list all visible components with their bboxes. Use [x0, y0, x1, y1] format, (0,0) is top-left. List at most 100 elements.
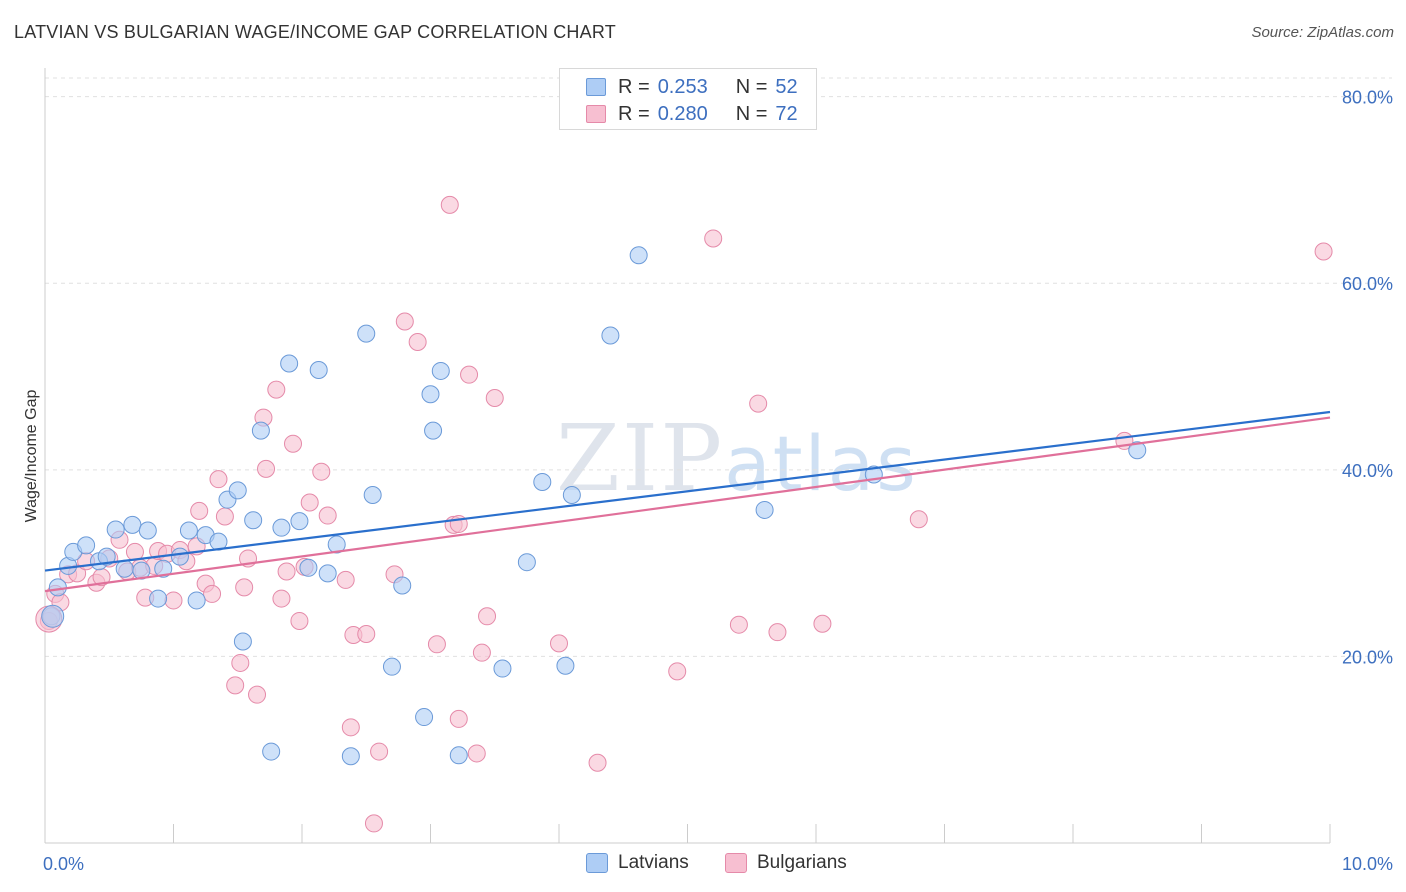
bulgarian-point [290, 611, 309, 630]
y-axis-label: Wage/Income Gap [23, 390, 40, 523]
bulgarian-point [272, 589, 291, 608]
latvian-point [755, 500, 774, 519]
latvian-point [228, 481, 247, 500]
bulgarian-point [300, 493, 319, 512]
bulgarian-point [467, 744, 486, 763]
latvian-point [233, 632, 252, 651]
bulgarian-point [449, 709, 468, 728]
bulgarian-point [668, 662, 687, 681]
bulgarian-point [226, 676, 245, 695]
latvian-point [154, 559, 173, 578]
bulgarian-point [312, 462, 331, 481]
watermark: ZIPatlas [556, 405, 918, 512]
y-tick-label: 20.0% [1342, 647, 1393, 667]
bulgarian-point [768, 623, 787, 642]
latvian-point [97, 547, 116, 566]
latvian-point [299, 558, 318, 577]
bulgarian-point [341, 718, 360, 737]
latvian-point [393, 576, 412, 595]
bulgarian-point [749, 394, 768, 413]
correlation-legend: R = 0.253 N = 52 R = 0.280 N = 72 [559, 68, 817, 130]
latvian-point [517, 553, 536, 572]
r-value: 0.280 [657, 102, 708, 125]
latvian-point [290, 512, 309, 531]
latvian-point [1128, 441, 1147, 460]
y-tick-label: 40.0% [1342, 461, 1393, 481]
bulgarian-point [550, 634, 568, 653]
chart-title: LATVIAN VS BULGARIAN WAGE/INCOME GAP COR… [14, 22, 616, 42]
bulgarian-point [164, 591, 183, 610]
latvian-point [318, 564, 337, 583]
latvian-point [562, 486, 581, 505]
latvian-swatch [586, 78, 606, 96]
latvian-point [179, 521, 198, 540]
bulgarian-point [318, 506, 337, 525]
legend-item-latvians[interactable]: Latvians [586, 852, 689, 874]
r-label: R = [618, 102, 650, 125]
chart-source: Source: ZipAtlas.com [1251, 24, 1394, 41]
bulgarian-point [1314, 242, 1333, 261]
bulgarian-point [248, 685, 267, 704]
bulgarian-point [231, 653, 250, 672]
latvian-point [115, 559, 134, 578]
r-value: 0.253 [657, 75, 708, 98]
latvian-point [106, 520, 125, 539]
latvian-point [77, 536, 96, 555]
latvian-point [149, 589, 168, 608]
bulgarian-point [257, 459, 276, 478]
latvian-point [341, 747, 360, 766]
latvian-point [251, 421, 270, 440]
bulgarian-point [203, 584, 222, 603]
bulgarian-point [284, 434, 303, 453]
legend-row-latvians: R = 0.253 N = 52 [586, 75, 798, 99]
latvian-point [244, 511, 263, 530]
bulgarian-point [704, 229, 723, 248]
bulgarian-point [729, 615, 748, 634]
bulgarian-point [478, 607, 497, 626]
latvian-point [421, 385, 440, 404]
latvian-point [363, 486, 382, 505]
latvian-point [41, 604, 65, 628]
latvian-point [327, 535, 346, 554]
latvian-point [533, 472, 552, 491]
n-value: 52 [775, 75, 798, 98]
bulgarian-point [364, 814, 383, 833]
bulgarian-point [277, 562, 296, 581]
bulgarian-point [357, 625, 376, 644]
legend-label: Bulgarians [757, 852, 847, 873]
latvian-point [382, 657, 401, 676]
latvian-point [48, 578, 67, 597]
latvian-point [629, 246, 648, 265]
latvian-point [449, 746, 468, 765]
x-tick-label: 0.0% [43, 854, 84, 874]
bulgarian-point [408, 333, 427, 352]
latvian-point [424, 421, 443, 440]
bulgarian-point [209, 470, 228, 489]
bulgarian-point [190, 501, 209, 520]
bulgarian-point [427, 635, 446, 654]
r-label: R = [618, 75, 650, 98]
latvian-point [187, 591, 206, 610]
bulgarian-point [472, 643, 491, 662]
bulgarian-trend-line [44, 416, 1331, 593]
bulgarian-point [215, 507, 234, 526]
latvian-point [138, 521, 157, 540]
bulgarian-point [336, 570, 355, 589]
x-tick-label: 10.0% [1342, 854, 1393, 874]
y-tick-label: 60.0% [1342, 274, 1393, 294]
bulgarian-point [588, 753, 607, 772]
latvian-point [556, 656, 575, 675]
legend-row-bulgarians: R = 0.280 N = 72 [586, 102, 798, 126]
latvian-point [280, 354, 299, 373]
bulgarian-point [485, 388, 504, 407]
latvian-point [357, 324, 376, 343]
bulgarian-point [370, 742, 389, 761]
bulgarian-point [813, 614, 832, 633]
latvian-swatch [586, 853, 608, 873]
bulgarian-point [460, 365, 479, 384]
n-value: 72 [775, 102, 798, 125]
n-label: N = [735, 102, 768, 125]
legend-item-bulgarians[interactable]: Bulgarians [725, 852, 847, 874]
bulgarian-point [267, 380, 286, 399]
